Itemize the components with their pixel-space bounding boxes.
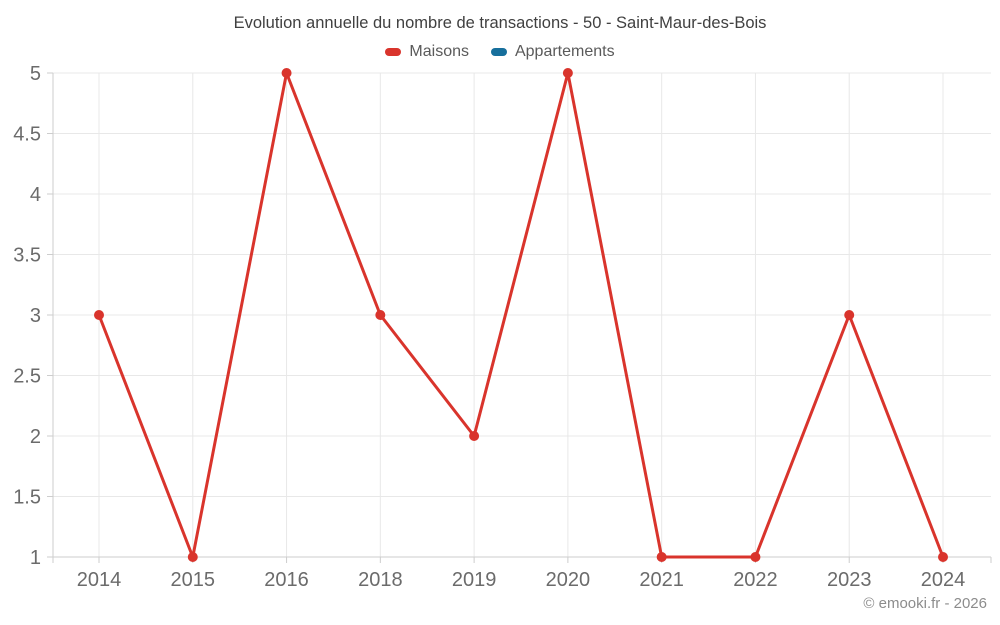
x-axis-label: 2018 [358, 569, 403, 591]
y-axis-label: 3 [30, 305, 41, 327]
data-point[interactable] [938, 552, 948, 562]
data-point[interactable] [469, 431, 480, 441]
legend-swatch-appartements-icon [490, 48, 507, 56]
data-point[interactable] [187, 552, 198, 562]
y-axis-label: 2.5 [13, 366, 41, 388]
data-point[interactable] [94, 310, 104, 320]
data-point[interactable] [562, 68, 573, 78]
data-point[interactable] [750, 552, 761, 562]
legend-item-appartements[interactable]: Appartements [490, 41, 615, 63]
data-point[interactable] [656, 552, 667, 562]
footer-credit: © emooki.fr - 2026 [863, 595, 987, 612]
data-point[interactable] [281, 68, 292, 78]
x-axis-label: 2015 [171, 569, 216, 591]
data-point[interactable] [375, 310, 386, 320]
legend-swatch-maisons-icon [385, 48, 402, 56]
x-axis-label: 2023 [827, 569, 872, 591]
x-axis-label: 2019 [452, 569, 497, 591]
y-axis-label: 1 [30, 547, 41, 569]
x-axis-label: 2016 [264, 569, 309, 591]
legend-label-maisons: Maisons [409, 43, 469, 60]
y-axis-label: 3.5 [13, 245, 41, 267]
legend-label-appartements: Appartements [514, 43, 615, 60]
y-axis-label: 1.5 [13, 487, 41, 509]
x-axis-label: 2020 [546, 569, 591, 591]
x-axis-label: 2014 [77, 569, 122, 591]
data-point[interactable] [844, 310, 855, 320]
x-axis-label: 2021 [639, 569, 684, 591]
x-axis-label: 2022 [733, 569, 778, 591]
y-axis-label: 4 [30, 184, 41, 206]
x-axis-label: 2024 [921, 569, 966, 591]
legend-item-maisons[interactable]: Maisons [385, 41, 469, 63]
series-line-maisons [97, 71, 945, 559]
y-axis-label: 4.5 [13, 124, 41, 146]
chart-title: Evolution annuelle du nombre de transact… [233, 14, 767, 32]
y-axis-label: 5 [30, 63, 41, 85]
chart-legend: Maisons Appartements [0, 41, 1000, 63]
y-axis-label: 2 [30, 426, 41, 448]
